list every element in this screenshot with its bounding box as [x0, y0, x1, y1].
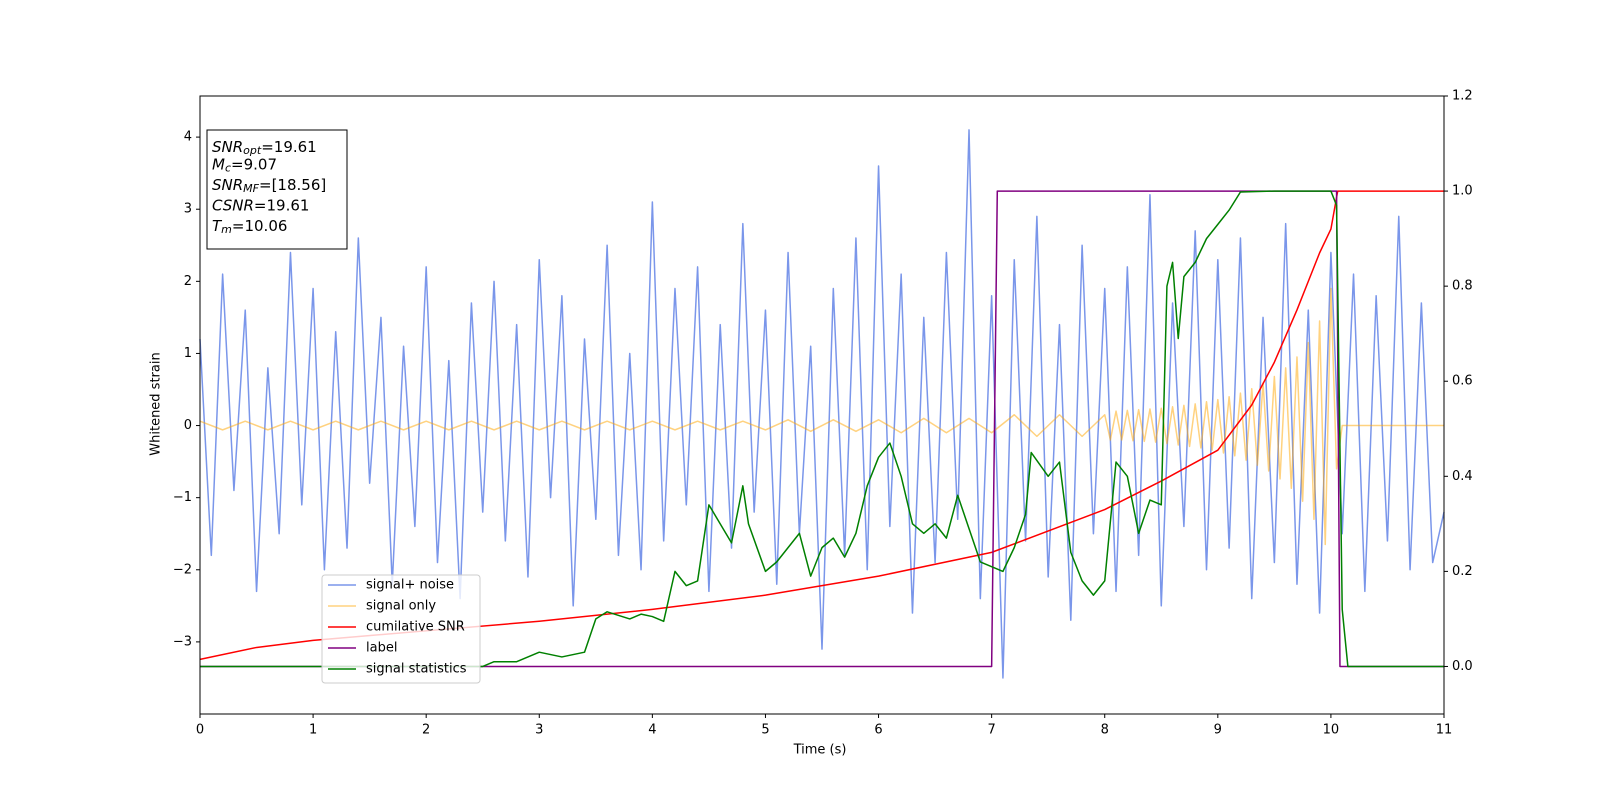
annotation-value: =[18.56]	[259, 176, 326, 194]
annotation-box	[206, 129, 348, 250]
annotation-symbol: SNR	[212, 176, 243, 194]
y-tick-label: −1	[173, 490, 192, 505]
series-line	[199, 129, 1445, 679]
annotation-symbol: CSNR	[212, 196, 254, 214]
x-tick-label: 11	[1436, 723, 1453, 738]
legend-label: signal only	[366, 599, 436, 614]
x-tick-label: 7	[987, 723, 995, 738]
y-tick-label: 3	[184, 202, 192, 217]
y-tick-label: 2	[184, 274, 192, 289]
annotation-value: =9.07	[231, 155, 277, 173]
y2-tick-label: 0.6	[1452, 374, 1473, 389]
x-tick-label: 9	[1214, 723, 1222, 738]
series-line	[199, 287, 1444, 546]
y2-tick-label: 0.8	[1452, 279, 1473, 294]
x-tick-label: 2	[422, 723, 430, 738]
y2-tick-label: 1.0	[1452, 184, 1473, 199]
y-axis-label: Whitened strain	[149, 352, 164, 455]
y-tick-label: −3	[173, 634, 192, 649]
x-tick-label: 6	[874, 723, 882, 738]
x-tick-label: 10	[1323, 723, 1340, 738]
annotation: SNRopt=19.61Mc=9.07SNRMF=[18.56]CSNR=19.…	[206, 129, 348, 250]
annotation-line: CSNR=19.61	[212, 196, 309, 214]
x-tick-label: 3	[535, 723, 543, 738]
annotation-value: =10.06	[232, 217, 288, 235]
legend-label: signal statistics	[366, 662, 467, 677]
y2-tick-label: 0.4	[1452, 469, 1473, 484]
annotation-subscript: m	[221, 223, 232, 236]
annotation-line: SNRMF=[18.56]	[212, 176, 326, 196]
annotation-subscript: MF	[243, 182, 259, 195]
x-tick-label: 5	[761, 723, 769, 738]
annotation-value: =19.61	[261, 138, 317, 156]
x-axis-label: Time (s)	[793, 743, 847, 758]
series-line	[200, 190, 1444, 668]
x-tick-label: 1	[309, 723, 317, 738]
annotation-symbol: M	[212, 155, 225, 173]
annotation-line: Mc=9.07	[212, 155, 277, 175]
x-tick-label: 0	[196, 723, 204, 738]
annotation-line: Tm=10.06	[212, 217, 287, 237]
y-tick-label: 0	[184, 418, 192, 433]
annotation-subscript: c	[225, 162, 231, 175]
legend: signal+ noise signal only cumilative SNR la…	[321, 574, 481, 684]
x-tick-label: 4	[648, 723, 656, 738]
y-tick-label: 4	[184, 130, 192, 145]
y2-tick-label: 1.2	[1452, 89, 1473, 104]
legend-label: cumilative SNR	[366, 620, 465, 635]
y-tick-label: −2	[173, 562, 192, 577]
annotation-symbol: T	[212, 217, 223, 235]
legend-box	[321, 574, 481, 684]
annotation-line: SNRopt=19.61	[212, 138, 317, 158]
legend-label: signal+ noise	[366, 578, 454, 593]
series-line	[199, 190, 1444, 661]
y-tick-label: 1	[184, 346, 192, 361]
annotation-symbol: SNR	[212, 138, 243, 156]
y2-tick-label: 0.2	[1452, 564, 1473, 579]
annotation-value: =19.61	[254, 196, 310, 214]
plot-frame	[199, 95, 1445, 715]
legend-label: label	[366, 641, 397, 656]
annotation-subscript: opt	[243, 144, 262, 157]
x-tick-label: 8	[1101, 723, 1109, 738]
y2-tick-label: 0.0	[1452, 659, 1473, 674]
